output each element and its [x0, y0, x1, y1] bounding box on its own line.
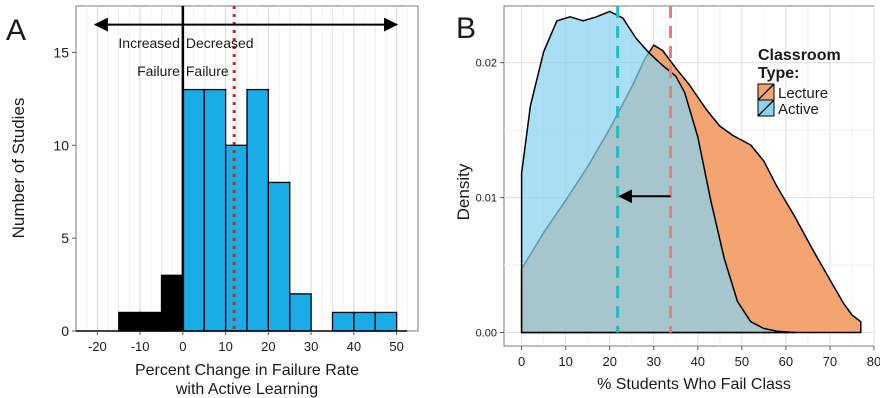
x-tick-label: 10: [558, 354, 572, 369]
panel-a-letter: A: [6, 14, 26, 47]
panel-a-y-ticks: 0 5 10 15: [53, 44, 76, 339]
histogram-bar: [139, 311, 163, 332]
legend: Classroom Type: Lecture Active: [757, 47, 841, 118]
panel-a-x-axis-label-line2: with Active Learning: [175, 381, 318, 398]
histogram-bar: [267, 181, 291, 332]
legend-swatch-lecture-slash: [757, 83, 775, 101]
panel-a-x-ticks: -20 -10 0 10 20 30 40 50: [88, 331, 404, 354]
x-tick-label: 20: [602, 354, 616, 369]
x-tick-label: -10: [131, 339, 150, 354]
annotation-decreased-line2: Failure: [186, 63, 229, 79]
panel-b-y-axis-label: Density: [454, 163, 473, 220]
legend-label-active: Active: [778, 101, 819, 118]
x-tick-label: 60: [779, 354, 793, 369]
density-area-active: [520, 10, 796, 334]
legend-label-lecture: Lecture: [778, 85, 828, 102]
x-tick-label: 30: [647, 354, 661, 369]
annotation-increased-line2: Failure: [137, 63, 180, 79]
annotation-decreased-line1: Decreased: [186, 35, 254, 51]
x-tick-label: 30: [304, 339, 318, 354]
panel-a: A Increased Failure Decreased Failure -2…: [6, 5, 419, 398]
histogram-bar: [246, 88, 270, 332]
legend-swatch-active-slash: [757, 99, 775, 117]
histogram-bar: [353, 311, 376, 332]
y-tick-label: 0.02: [476, 58, 497, 70]
panel-a-x-axis-label-line1: Percent Change in Failure Rate: [135, 362, 359, 379]
x-tick-label: 20: [261, 339, 275, 354]
panel-b-density-areas: [520, 10, 862, 334]
histogram-bar: [331, 311, 355, 332]
panel-b: B 0 10 20 30 40 50 60 70 80 0.00 0.01 0.02 % Stude…: [454, 5, 880, 393]
y-tick-label: 0.01: [476, 193, 497, 205]
histogram-bar: [203, 88, 227, 332]
panel-b-mean-lines: [616, 6, 672, 333]
legend-title-line2: Type:: [758, 65, 799, 82]
panel-b-y-ticks: 0.00 0.01 0.02: [476, 58, 504, 340]
histogram-bar: [374, 311, 398, 332]
y-tick-label: 10: [53, 137, 69, 153]
y-tick-label: 0: [61, 323, 69, 339]
panel-b-letter: B: [456, 12, 476, 45]
x-tick-label: 50: [389, 339, 403, 354]
histogram-bar: [289, 293, 312, 332]
histogram-bar: [182, 88, 205, 332]
panel-b-x-axis-label: % Students Who Fail Class: [597, 376, 791, 393]
histogram-bar: [118, 311, 141, 332]
panel-a-bars: [76, 88, 408, 332]
x-tick-label: 80: [867, 354, 880, 369]
legend-title-line1: Classroom: [758, 47, 841, 64]
annotation-increased-line1: Increased: [118, 35, 179, 51]
x-tick-label: 40: [691, 354, 705, 369]
x-tick-label: 70: [823, 354, 837, 369]
x-tick-label: 40: [347, 339, 361, 354]
y-tick-label: 5: [61, 230, 69, 246]
panel-a-y-axis-label: Number of Studies: [9, 98, 28, 239]
histogram-bar: [224, 144, 248, 332]
x-tick-label: -20: [88, 339, 107, 354]
x-tick-label: 0: [518, 354, 525, 369]
y-tick-label: 0.00: [476, 328, 497, 340]
panel-b-x-ticks: 0 10 20 30 40 50 60 70 80: [518, 346, 880, 369]
x-tick-label: 50: [735, 354, 749, 369]
y-tick-label: 15: [53, 44, 69, 60]
x-tick-label: 0: [179, 339, 186, 354]
histogram-bar: [160, 274, 184, 332]
x-tick-label: 10: [218, 339, 232, 354]
